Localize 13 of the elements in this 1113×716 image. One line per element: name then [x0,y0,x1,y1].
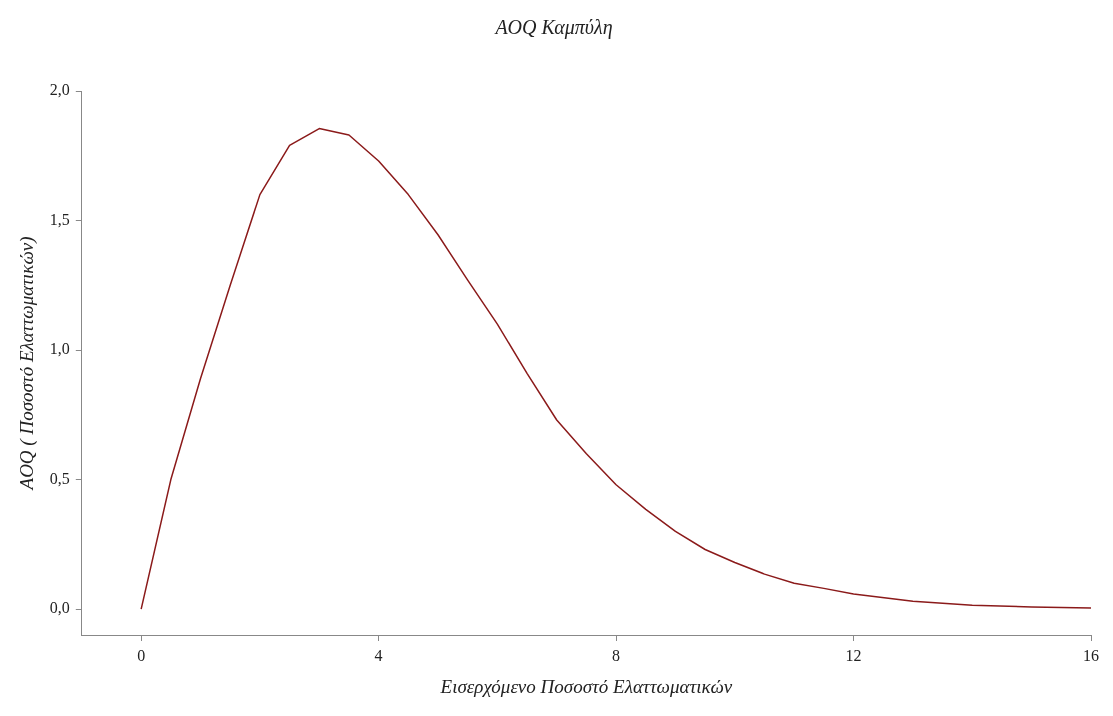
chart-title: AOQ Καμπύλη [493,16,613,40]
y-tick-label: 1,5 [49,210,70,228]
y-tick-label: 0,5 [49,469,70,487]
y-axis-title: AOQ ( Ποσοστό Ελαττωματικών) [16,236,39,492]
x-tick-label: 16 [1083,646,1099,664]
y-tick-label: 0,0 [49,599,70,617]
x-tick-label: 4 [374,646,383,664]
x-tick-label: 8 [612,646,621,664]
x-tick-label: 0 [137,646,146,664]
y-tick-label: 2,0 [49,81,70,99]
y-tick-label: 1,0 [49,340,70,358]
x-axis-title: Εισερχόμενο Ποσοστό Ελαττωματικών [439,675,733,697]
x-tick-label: 12 [845,646,862,664]
